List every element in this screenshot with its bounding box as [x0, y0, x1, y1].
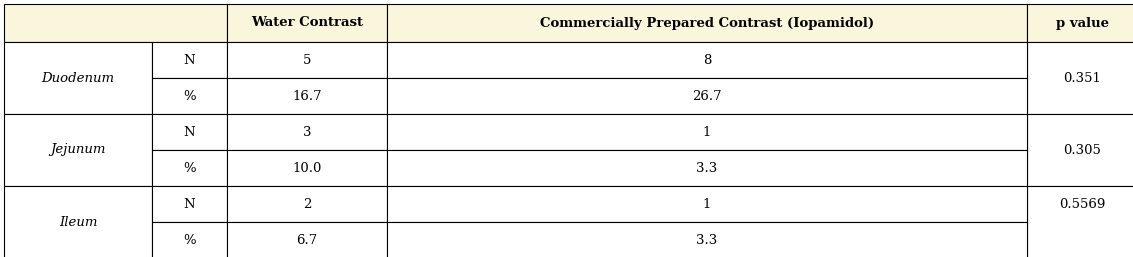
- Bar: [387, 114, 1026, 150]
- Text: p value: p value: [1056, 16, 1108, 30]
- Bar: [152, 186, 227, 222]
- Text: %: %: [184, 89, 196, 103]
- Bar: [387, 78, 1026, 114]
- Bar: [387, 4, 1026, 42]
- Bar: [387, 42, 1026, 78]
- Text: N: N: [184, 125, 195, 139]
- Bar: [5, 42, 152, 114]
- Bar: [1026, 42, 1133, 114]
- Text: 3.3: 3.3: [697, 234, 717, 246]
- Bar: [1026, 4, 1133, 42]
- Text: 0.305: 0.305: [1063, 143, 1101, 157]
- Text: 2: 2: [303, 197, 312, 210]
- Bar: [1026, 114, 1133, 186]
- Text: Ileum: Ileum: [59, 216, 97, 228]
- Text: Water Contrast: Water Contrast: [252, 16, 363, 30]
- Text: 0.351: 0.351: [1063, 71, 1101, 85]
- Text: Duodenum: Duodenum: [42, 71, 114, 85]
- Bar: [387, 222, 1026, 257]
- Text: Commercially Prepared Contrast (Iopamidol): Commercially Prepared Contrast (Iopamido…: [540, 16, 874, 30]
- Text: 10.0: 10.0: [292, 161, 322, 175]
- Bar: [387, 186, 1026, 222]
- Bar: [5, 186, 152, 257]
- Text: %: %: [184, 234, 196, 246]
- Text: 3: 3: [303, 125, 312, 139]
- Bar: [227, 42, 387, 78]
- Text: 1: 1: [702, 197, 712, 210]
- Text: 5: 5: [303, 53, 312, 67]
- Bar: [152, 114, 227, 150]
- Text: Jejunum: Jejunum: [50, 143, 105, 157]
- Bar: [227, 4, 387, 42]
- Text: 16.7: 16.7: [292, 89, 322, 103]
- Bar: [227, 222, 387, 257]
- Text: 3.3: 3.3: [697, 161, 717, 175]
- Bar: [387, 150, 1026, 186]
- Text: 8: 8: [702, 53, 712, 67]
- Bar: [227, 78, 387, 114]
- Text: 6.7: 6.7: [297, 234, 317, 246]
- Text: N: N: [184, 197, 195, 210]
- Bar: [152, 78, 227, 114]
- Bar: [152, 150, 227, 186]
- Text: %: %: [184, 161, 196, 175]
- Text: 0.5569: 0.5569: [1059, 197, 1105, 210]
- Text: 26.7: 26.7: [692, 89, 722, 103]
- Bar: [1026, 186, 1133, 257]
- Bar: [227, 114, 387, 150]
- Bar: [227, 186, 387, 222]
- Text: 1: 1: [702, 125, 712, 139]
- Bar: [152, 222, 227, 257]
- Text: N: N: [184, 53, 195, 67]
- Bar: [5, 4, 227, 42]
- Bar: [152, 42, 227, 78]
- Bar: [5, 114, 152, 186]
- Bar: [227, 150, 387, 186]
